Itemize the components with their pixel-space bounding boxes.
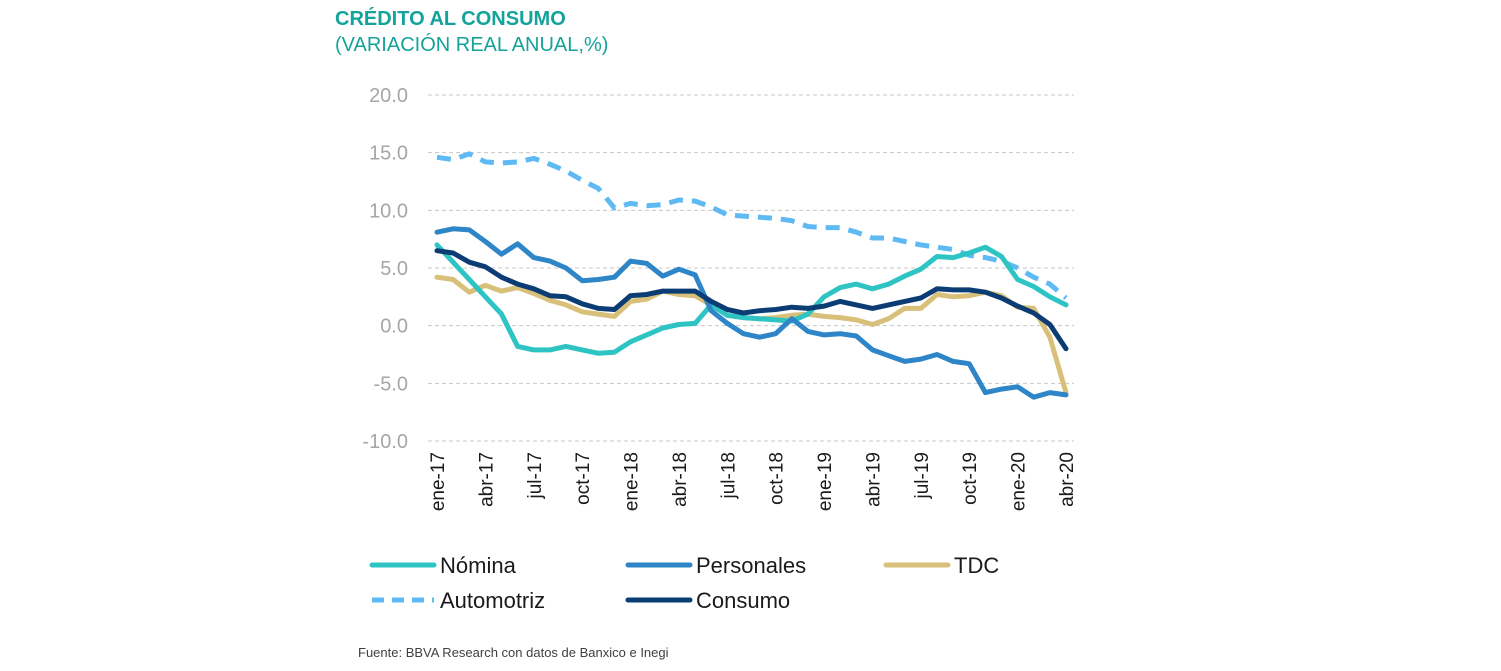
series-lines [434, 151, 1069, 400]
x-tick-label: jul-18 [718, 452, 739, 499]
legend-label: Consumo [696, 588, 790, 613]
y-axis-ticks: 20.0 15.0 10.0 5.0 0.0 -5.0 -10.0 [362, 85, 408, 453]
y-tick-label: 20.0 [369, 85, 408, 107]
legend-label: Nómina [440, 553, 517, 578]
y-tick-label: 10.0 [369, 200, 408, 222]
y-tick-label: 15.0 [369, 143, 408, 165]
x-tick-label: oct-19 [960, 452, 981, 505]
x-tick-label: jul-17 [525, 452, 546, 499]
legend-label: TDC [954, 553, 999, 578]
x-tick-label: abr-17 [476, 452, 497, 507]
x-axis-ticks: ene-17 abr-17 jul-17 oct-17 ene-18 abr-18 jul-… [428, 452, 1078, 511]
y-tick-label: 5.0 [380, 258, 408, 280]
source-note: Fuente: BBVA Research con datos de Banxi… [358, 645, 669, 660]
y-tick-label: -5.0 [374, 373, 408, 395]
x-tick-label: ene-17 [428, 452, 449, 511]
y-tick-label: 0.0 [380, 316, 408, 338]
x-tick-label: ene-19 [815, 452, 836, 511]
x-tick-label: ene-18 [622, 452, 643, 511]
chart-subtitle: (VARIACIÓN REAL ANUAL,%) [335, 34, 609, 56]
series-line-nomina [434, 242, 1069, 356]
y-tick-label: -10.0 [362, 431, 408, 453]
series-line-personales [434, 226, 1069, 400]
x-tick-label: oct-17 [573, 452, 594, 505]
x-tick-label: jul-19 [912, 452, 933, 499]
x-tick-label: abr-20 [1057, 452, 1078, 507]
x-tick-label: abr-19 [863, 452, 884, 507]
legend: Nómina Personales TDC Automotriz Consumo [369, 553, 999, 613]
legend-label: Automotriz [440, 588, 545, 613]
x-tick-label: ene-20 [1009, 452, 1030, 511]
chart-title: CRÉDITO AL CONSUMO [335, 8, 566, 30]
x-tick-label: abr-18 [670, 452, 691, 507]
series-line-automotriz [436, 151, 1068, 300]
x-tick-label: oct-18 [767, 452, 788, 505]
legend-label: Personales [696, 553, 806, 578]
gridlines [428, 94, 1074, 442]
series-line-consumo [434, 248, 1069, 352]
